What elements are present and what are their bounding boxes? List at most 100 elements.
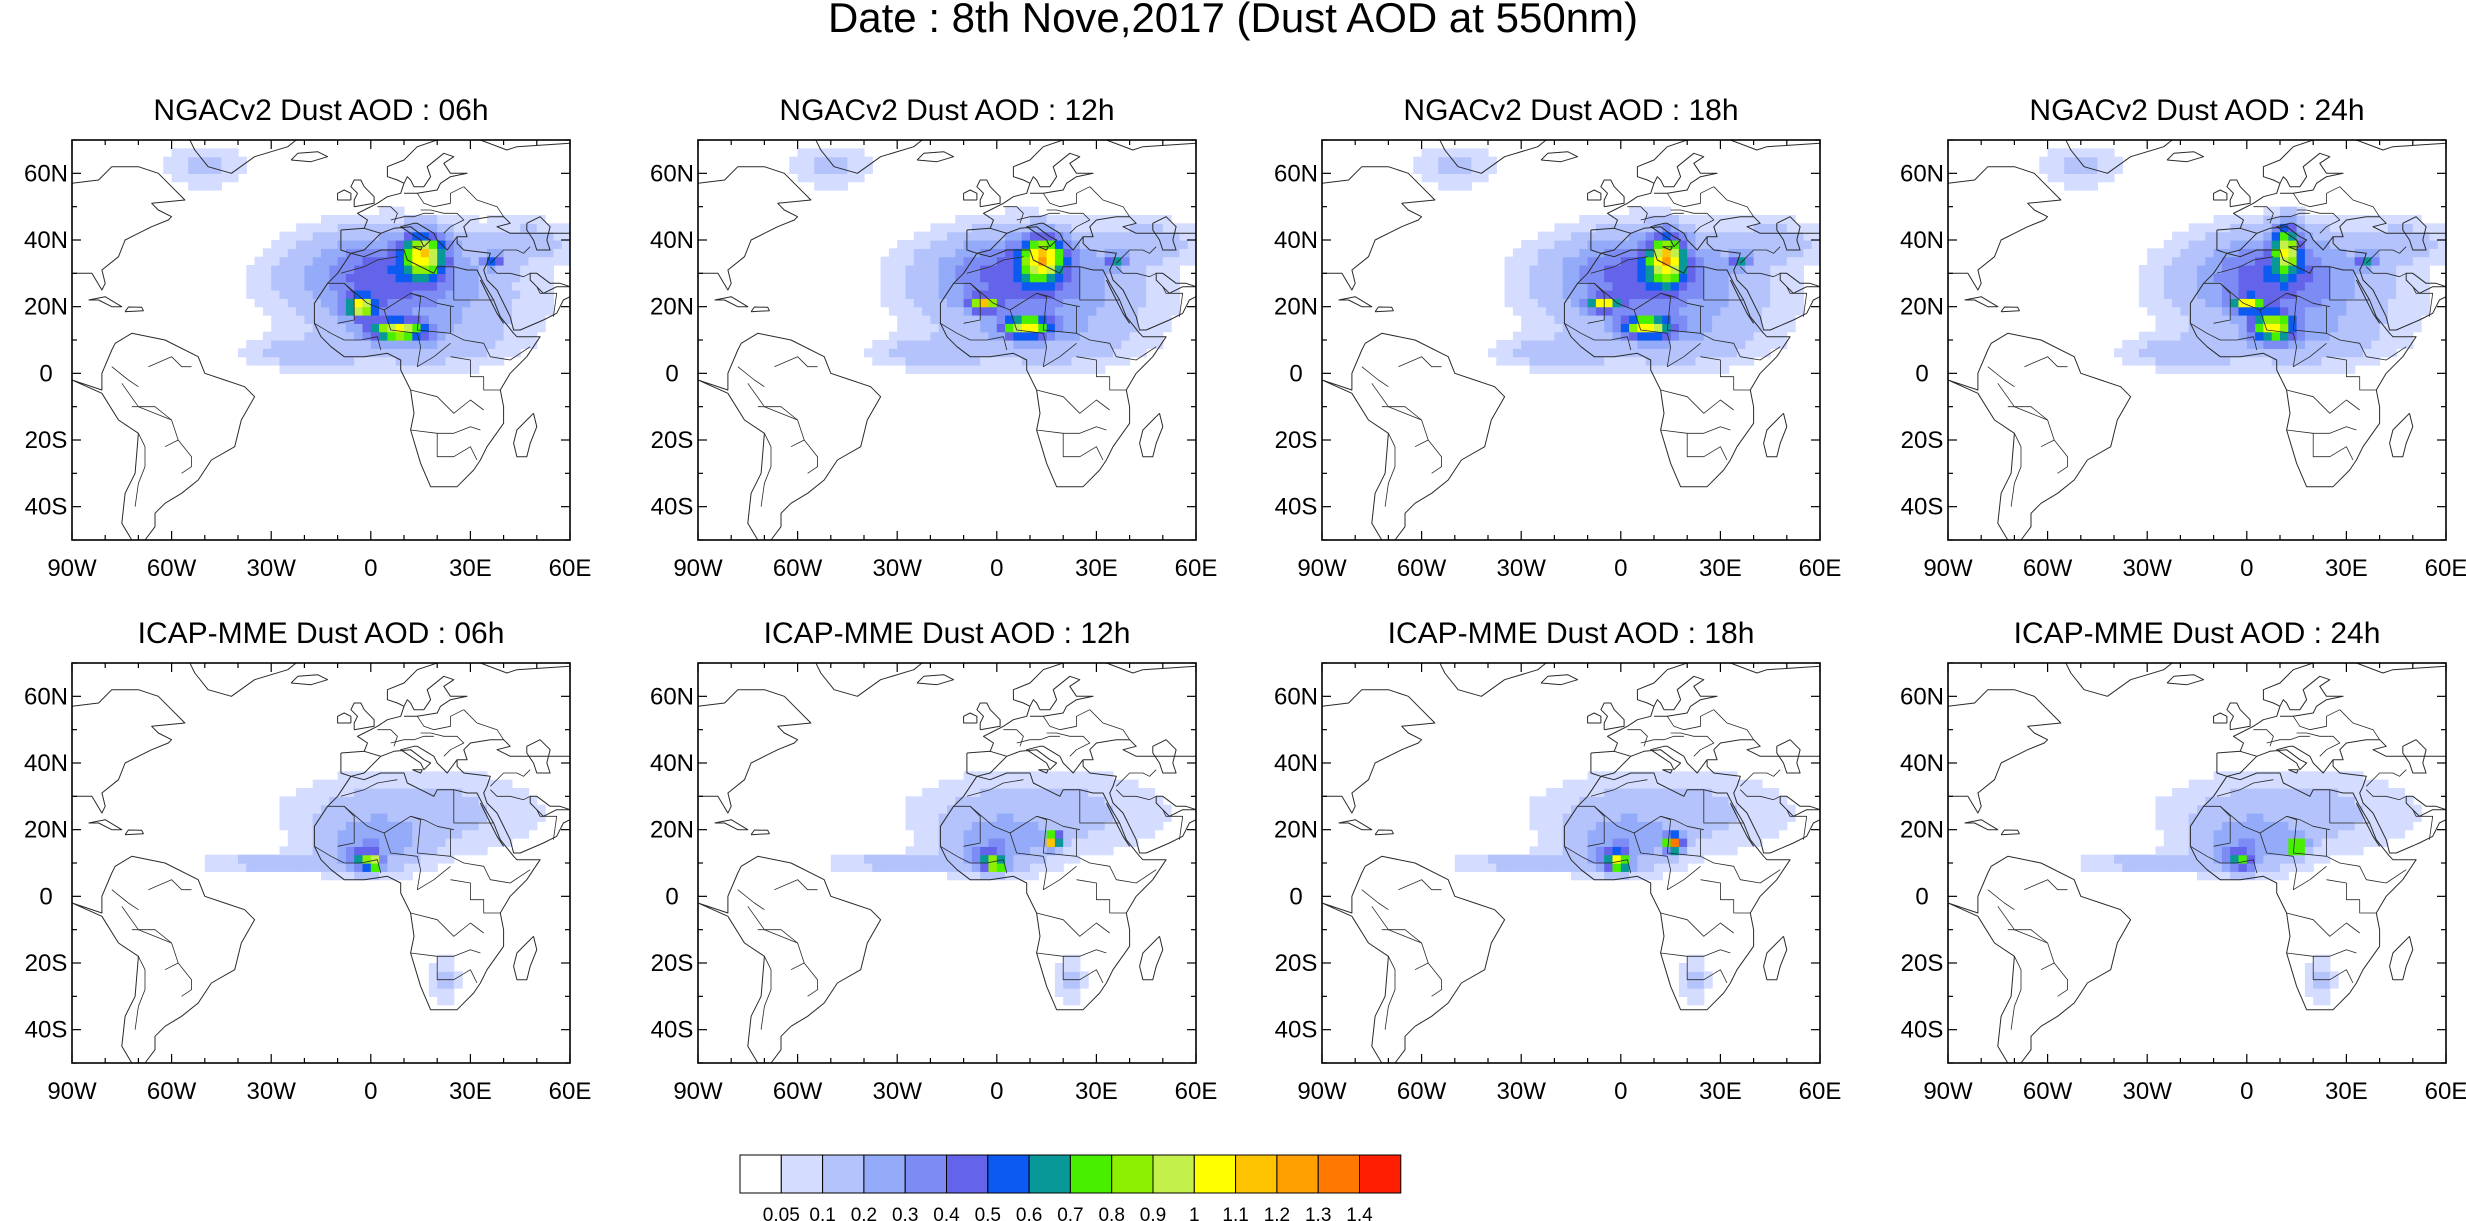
aod-cell xyxy=(988,290,998,299)
aod-cell xyxy=(445,963,455,972)
aod-cell xyxy=(1104,323,1114,333)
aod-cell xyxy=(312,356,322,366)
aod-cell xyxy=(930,846,940,856)
aod-cell xyxy=(1096,821,1106,831)
aod-cell xyxy=(1046,306,1056,316)
aod-cell xyxy=(1695,290,1705,299)
aod-cell xyxy=(2213,365,2223,374)
aod-cell xyxy=(1662,771,1672,781)
aod-cell xyxy=(2180,846,2190,856)
aod-cell xyxy=(2263,281,2273,291)
aod-cell xyxy=(864,854,873,864)
aod-cell xyxy=(337,813,347,822)
aod-cell xyxy=(996,306,1006,316)
aod-cell xyxy=(536,281,546,291)
aod-cell xyxy=(2138,273,2148,283)
aod-cell xyxy=(2255,298,2264,308)
aod-cell xyxy=(2288,804,2298,814)
aod-cell xyxy=(1604,788,1614,797)
aod-cell xyxy=(2304,348,2314,358)
aod-cell xyxy=(379,838,388,847)
aod-cell xyxy=(2238,315,2248,324)
aod-cell xyxy=(254,348,264,358)
aod-cell xyxy=(2255,290,2264,299)
aod-cell xyxy=(445,779,455,789)
aod-cell xyxy=(2238,796,2248,806)
aod-cell xyxy=(329,863,339,872)
aod-cell xyxy=(354,248,364,258)
aod-cell xyxy=(2371,821,2381,831)
aod-cell xyxy=(1021,331,1031,341)
aod-cell xyxy=(1737,273,1746,283)
aod-cell xyxy=(2180,323,2190,333)
aod-cell xyxy=(545,298,554,308)
aod-cell xyxy=(2313,796,2323,806)
aod-cell xyxy=(2163,256,2173,266)
aod-cell xyxy=(996,821,1006,831)
lat-tick-label: 20N xyxy=(1274,817,1318,844)
aod-cell xyxy=(1612,788,1622,797)
aod-cell xyxy=(1554,306,1564,316)
aod-cell xyxy=(2172,348,2181,358)
aod-cell xyxy=(1005,298,1014,308)
country-border xyxy=(1640,735,1684,744)
aod-cell xyxy=(262,281,272,291)
aod-cell xyxy=(1745,215,1755,224)
aod-cell xyxy=(1745,356,1755,366)
aod-cell xyxy=(528,273,538,283)
aod-cell xyxy=(437,804,447,814)
aod-cell xyxy=(437,963,447,972)
aod-cell xyxy=(1554,223,1564,233)
coastline xyxy=(2332,236,2446,331)
aod-cell xyxy=(1678,356,1688,366)
aod-cell xyxy=(345,256,355,266)
aod-cell xyxy=(988,779,998,789)
country-border xyxy=(803,439,818,474)
aod-cell xyxy=(345,298,355,308)
aod-cell xyxy=(2329,771,2339,781)
aod-cell xyxy=(1571,323,1580,333)
coastline xyxy=(1729,279,1755,324)
aod-cell xyxy=(296,273,305,283)
aod-cell xyxy=(2180,788,2190,797)
aod-cell xyxy=(1096,365,1106,374)
aod-cell xyxy=(1063,988,1073,997)
aod-cell xyxy=(2296,206,2306,216)
lon-tick-label: 0 xyxy=(1614,555,1627,582)
aod-cell xyxy=(370,215,380,224)
aod-cell xyxy=(2338,813,2347,822)
aod-cell xyxy=(2197,813,2206,822)
aod-cell xyxy=(420,315,430,324)
aod-cell xyxy=(2188,838,2198,847)
coastline xyxy=(2000,306,2020,313)
aod-cell xyxy=(1712,281,1721,291)
aod-cell xyxy=(1013,813,1023,822)
aod-cell xyxy=(312,829,322,839)
aod-cell xyxy=(2354,315,2364,324)
aod-cell xyxy=(1678,838,1688,847)
aod-cell xyxy=(2163,829,2173,839)
aod-cell xyxy=(1654,348,1663,358)
country-border xyxy=(1076,855,1157,884)
aod-cell xyxy=(379,821,388,831)
aod-cell xyxy=(1687,331,1697,341)
aod-cell xyxy=(1753,331,1763,341)
aod-cell xyxy=(1005,846,1014,856)
aod-cell xyxy=(445,838,455,847)
aod-cell xyxy=(321,306,330,316)
lat-tick-label: 40S xyxy=(651,1017,694,1044)
aod-cell xyxy=(2055,165,2065,174)
aod-cell xyxy=(2321,971,2331,981)
aod-cell xyxy=(913,863,923,872)
aod-cell xyxy=(1720,779,1730,789)
aod-cell xyxy=(2172,796,2181,806)
aod-cell xyxy=(1454,165,1464,174)
aod-cell xyxy=(287,323,297,333)
aod-cell xyxy=(2271,813,2281,822)
aod-cell xyxy=(511,306,521,316)
aod-cell xyxy=(1703,315,1713,324)
aod-cell xyxy=(395,813,405,822)
aod-cell xyxy=(1587,838,1597,847)
aod-cell xyxy=(1121,298,1131,308)
aod-cell xyxy=(1546,365,1555,374)
